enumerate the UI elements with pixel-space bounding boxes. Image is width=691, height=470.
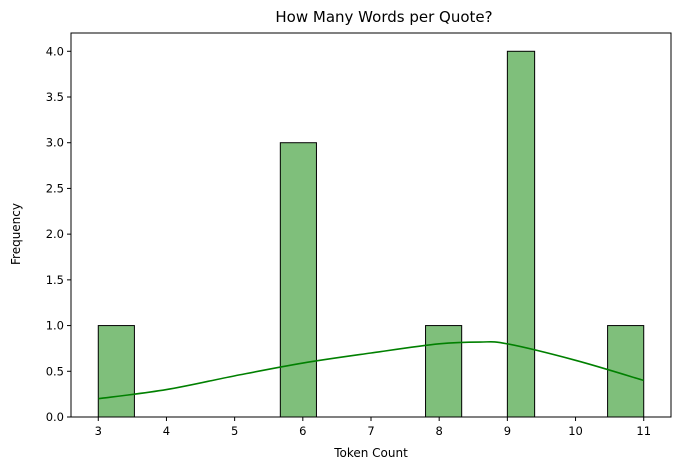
x-tick-label: 10	[568, 424, 583, 438]
y-tick-label: 2.5	[46, 181, 64, 195]
kde-group	[98, 341, 644, 400]
x-tick-label: 9	[504, 424, 511, 438]
histogram-bar	[425, 325, 463, 418]
y-tick-label: 3.0	[46, 136, 64, 150]
x-axis-label: Token Count	[333, 446, 408, 460]
chart-title: How Many Words per Quote?	[275, 8, 492, 26]
y-tick-label: 1.0	[46, 319, 64, 333]
x-tick-label: 7	[367, 424, 374, 438]
y-tick-label: 4.0	[46, 44, 64, 58]
y-tick-label: 3.5	[46, 90, 64, 104]
x-tick-label: 8	[436, 424, 443, 438]
x-tick-label: 5	[231, 424, 238, 438]
y-tick-label: 0.5	[46, 364, 64, 378]
plot-frame	[70, 32, 672, 418]
y-tick-label: 1.5	[46, 273, 64, 287]
x-tick-label: 11	[636, 424, 651, 438]
x-axis-ticks: 3 4 5 6 7 8 9 10 11	[95, 417, 651, 438]
histogram-bar	[97, 325, 135, 418]
y-axis-ticks: 0.0 0.5 1.0 1.5 2.0 2.5 3.0 3.5 4.0	[46, 44, 71, 424]
histogram-bar	[506, 50, 536, 418]
x-tick-label: 3	[95, 424, 102, 438]
kde-line	[98, 341, 644, 400]
y-axis-label: Frequency	[9, 203, 23, 265]
y-tick-label: 2.0	[46, 227, 64, 241]
bars-group	[97, 50, 645, 418]
histogram-bar	[279, 142, 317, 418]
y-tick-label: 0.0	[46, 410, 64, 424]
x-tick-label: 4	[163, 424, 170, 438]
x-tick-label: 6	[299, 424, 306, 438]
